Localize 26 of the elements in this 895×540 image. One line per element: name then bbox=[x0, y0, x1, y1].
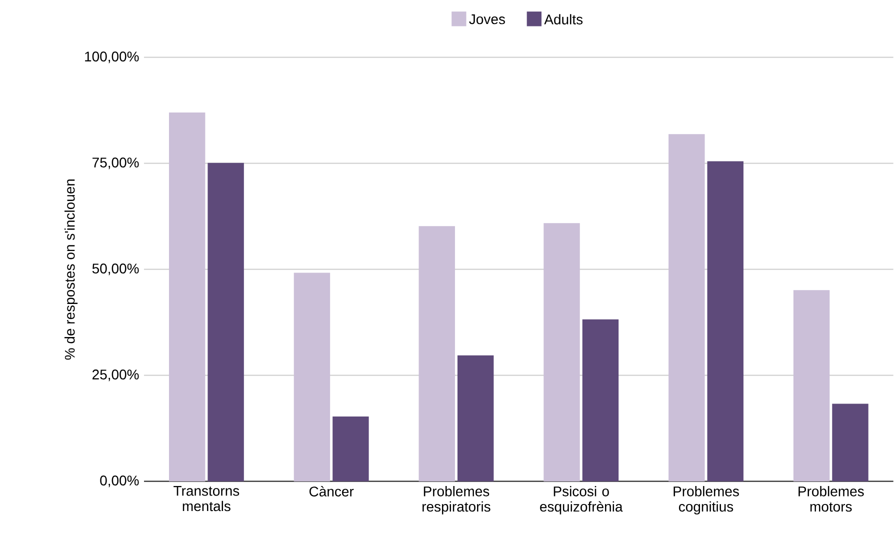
y-tick-label: 25,00% bbox=[92, 370, 139, 382]
bar bbox=[208, 162, 244, 482]
bar bbox=[418, 226, 455, 482]
y-tick-label: 75,00% bbox=[92, 158, 139, 170]
bar bbox=[707, 161, 744, 482]
bar bbox=[832, 404, 868, 482]
x-tick-label: Problemes cognitius bbox=[674, 486, 739, 514]
bar bbox=[582, 319, 619, 482]
x-tick-label: Psicosi o esquizofrènia bbox=[540, 486, 623, 514]
bar bbox=[793, 290, 830, 482]
y-tick-label: 100,00% bbox=[85, 52, 139, 64]
legend-label: Adults bbox=[544, 14, 583, 24]
bar bbox=[294, 272, 330, 482]
bar bbox=[332, 416, 369, 482]
x-tick-label: Càncer bbox=[309, 486, 354, 496]
bar bbox=[168, 112, 206, 482]
bar bbox=[668, 134, 705, 482]
bar bbox=[457, 355, 494, 482]
x-tick-label: Problemes respiratoris bbox=[422, 486, 490, 514]
y-tick-label: 0,00% bbox=[100, 476, 139, 488]
y-tick-label: 50,00% bbox=[92, 264, 139, 276]
bar bbox=[544, 223, 580, 482]
x-tick-label: Transtorns mentals bbox=[174, 486, 240, 512]
legend-label: Joves bbox=[469, 14, 505, 24]
x-tick-label: Problemes motors bbox=[798, 486, 864, 512]
y-axis-title: % de respostes on s'inclouen bbox=[64, 179, 78, 360]
